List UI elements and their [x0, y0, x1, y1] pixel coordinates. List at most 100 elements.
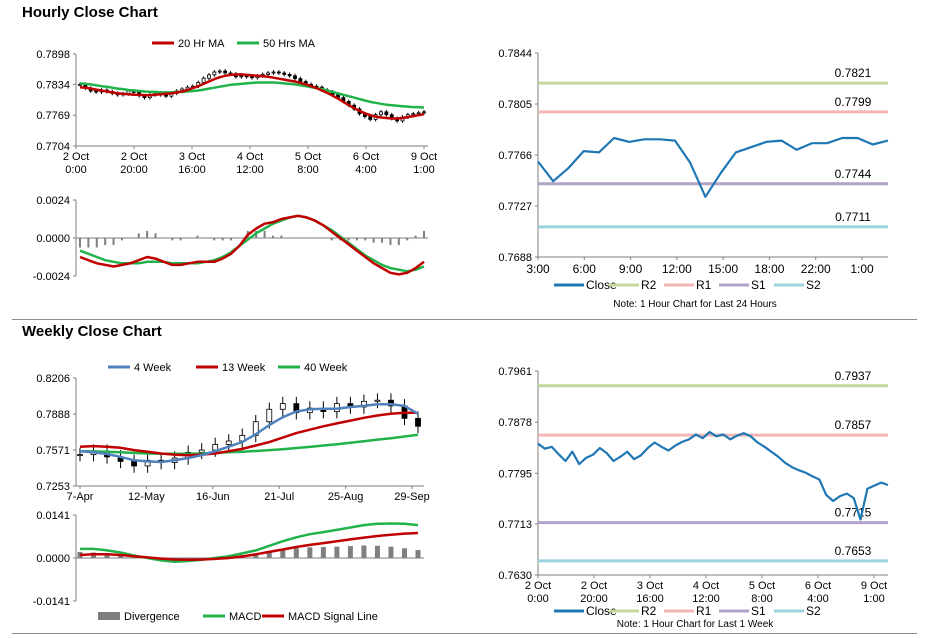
weekly-macd-y-tick-label: 0.0000	[36, 553, 70, 565]
hourly_levels-x-tick-label: 22:00	[801, 262, 831, 276]
hourly_levels-legend-label: S1	[751, 278, 766, 292]
hourly_levels-y-tick-label: 0.7844	[498, 48, 532, 60]
weekly-macd-divergence-bar	[374, 545, 380, 558]
hourly-price-y-tick-label: 0.7898	[36, 49, 70, 61]
hourly-price-x-tick-label: 4 Oct	[237, 151, 263, 163]
weekly_levels-note: Note: 1 Hour Chart for Last 1 Week	[617, 619, 775, 630]
weekly-macd-divergence-bar	[334, 546, 340, 558]
weekly_levels-x-tick-label: 4:00	[807, 593, 828, 605]
hourly-price-candle	[411, 113, 416, 116]
weekly_levels-x-tick-label: 9 Oct	[861, 580, 887, 592]
weekly-macd-legend-label: Divergence	[124, 611, 180, 623]
hourly-price-candle	[384, 111, 389, 116]
hourly-price-chart: 20 Hr MA 50 Hrs MA 0.7898 0.7834 0.7769 0.770…	[36, 38, 437, 176]
weekly-price-y-tick-label: 0.7571	[36, 445, 70, 457]
hourly-price-candle	[368, 116, 373, 120]
weekly_levels-legend-label: S2	[806, 604, 821, 618]
hourly-price-candle	[223, 70, 228, 74]
weekly-price-candle	[279, 403, 286, 410]
hourly-price-candle	[271, 71, 276, 74]
weekly-price-x-tick-label: 16-Jun	[196, 491, 230, 503]
weekly-40wk-line	[79, 433, 419, 456]
bottom-divider	[12, 633, 917, 634]
hourly-price-legend-label: 50 Hrs MA	[263, 38, 316, 50]
hourly_levels-level-label: 0.7711	[835, 210, 871, 224]
hourly_levels-x-tick-label: 1:00	[850, 262, 874, 276]
weekly-macd-legend-swatch	[98, 612, 120, 620]
weekly-macd-divergence-bar	[253, 554, 259, 558]
hourly-price-x-tick-label: 6 Oct	[353, 151, 379, 163]
hourly-price-x-tick-label: 3 Oct	[179, 151, 205, 163]
hourly_levels-legend-label: S2	[806, 278, 821, 292]
hourly-price-x-tick-label: 4:00	[355, 164, 376, 176]
weekly_levels-x-tick-label: 20:00	[580, 593, 608, 605]
hourly_levels-y-tick-label: 0.7727	[498, 201, 532, 213]
weekly-macd-divergence-bar	[307, 547, 313, 558]
weekly_levels-y-tick-label: 0.7713	[498, 519, 532, 531]
hourly-price-candle	[287, 73, 292, 77]
hourly-price-legend-label: 20 Hr MA	[178, 38, 225, 50]
section-divider	[12, 319, 917, 320]
weekly_levels-legend-label: Close	[586, 604, 617, 618]
weekly-macd-legend-label: MACD	[229, 611, 261, 623]
weekly-price-x-tick-label: 7-Apr	[67, 491, 94, 503]
hourly-macd-signal-line	[79, 214, 425, 273]
hourly-macd-line	[79, 214, 425, 276]
weekly-price-x-tick-label: 29-Sep	[394, 491, 429, 503]
hourly-price-candle	[293, 75, 297, 80]
hourly_levels-legend-label: R2	[641, 278, 657, 292]
weekly-price-y-tick-label: 0.8206	[36, 373, 70, 385]
hourly_levels-x-tick-label: 12:00	[662, 262, 692, 276]
hourly-price-x-tick-label: 0:00	[65, 164, 86, 176]
hourly_levels-legend-label: Close	[586, 278, 617, 292]
weekly-macd-divergence-bar	[401, 548, 407, 558]
hourly-price-y-tick-label: 0.7704	[36, 141, 70, 153]
hourly-price-candle	[298, 78, 303, 82]
weekly-price-y-tick-label: 0.7253	[36, 481, 70, 493]
weekly-price-candle	[225, 440, 232, 445]
weekly-price-x-tick-label: 21-Jul	[264, 491, 294, 503]
weekly_levels-level-label: 0.7715	[835, 506, 872, 520]
weekly_levels-legend-label: S1	[751, 604, 766, 618]
weekly-macd-signal-line	[79, 531, 419, 562]
weekly-macd-divergence-bar	[266, 551, 272, 558]
weekly-macd-divergence-bar	[415, 550, 421, 558]
weekly-macd-chart: 0.0141 0.0000 -0.0141 Divergence MACD MACD Si…	[33, 510, 424, 623]
hourly-price-candle	[379, 111, 383, 116]
weekly_levels-y-tick-label: 0.7961	[498, 366, 532, 378]
hourly-macd-y-tick-label: 0.0000	[36, 233, 70, 245]
weekly-section-title: Weekly Close Chart	[22, 323, 162, 340]
hourly-macd-y-tick-label: -0.0024	[33, 271, 70, 283]
hourly-price-candle	[94, 90, 99, 93]
weekly_levels-x-tick-label: 12:00	[692, 593, 720, 605]
hourly-price-x-tick-label: 9 Oct	[411, 151, 437, 163]
hourly_levels-level-label: 0.7799	[835, 95, 872, 109]
weekly_levels-level-label: 0.7857	[835, 418, 872, 432]
hourly_levels-x-tick-label: 9:00	[619, 262, 643, 276]
hourly-price-x-tick-label: 1:00	[413, 164, 434, 176]
weekly-13wk-line	[79, 411, 418, 457]
weekly_levels-legend-label: R2	[641, 604, 657, 618]
hourly-price-candle	[207, 74, 211, 79]
weekly_levels-y-tick-label: 0.7795	[498, 468, 532, 480]
weekly-levels-chart: 0.7961 0.7878 0.7795 0.7713 0.7630 0.7937 0.78…	[498, 366, 889, 630]
hourly_levels-x-tick-label: 6:00	[573, 262, 597, 276]
weekly-price-legend-label: 13 Week	[222, 362, 266, 374]
weekly-4wk-line	[79, 402, 419, 464]
weekly_levels-x-tick-label: 4 Oct	[693, 580, 719, 592]
hourly_levels-x-tick-label: 18:00	[754, 262, 784, 276]
hourly-price-x-tick-label: 8:00	[297, 164, 318, 176]
hourly-price-candle	[266, 72, 271, 75]
weekly-macd-divergence-bar	[320, 547, 326, 558]
weekly-macd-divergence-bar	[104, 554, 110, 558]
weekly-price-legend-label: 40 Week	[304, 362, 348, 374]
weekly_levels-x-tick-label: 16:00	[636, 593, 664, 605]
hourly_levels-note: Note: 1 Hour Chart for Last 24 Hours	[613, 299, 776, 310]
weekly-price-candle	[131, 461, 137, 467]
weekly-macd-divergence-bar	[131, 557, 137, 559]
hourly_levels-y-tick-label: 0.7766	[498, 150, 532, 162]
weekly_levels-legend-label: R1	[696, 604, 712, 618]
hourly-price-x-tick-label: 2 Oct	[121, 151, 147, 163]
weekly_levels-level-label: 0.7937	[835, 369, 872, 383]
hourly_levels-level-label: 0.7744	[835, 167, 872, 181]
